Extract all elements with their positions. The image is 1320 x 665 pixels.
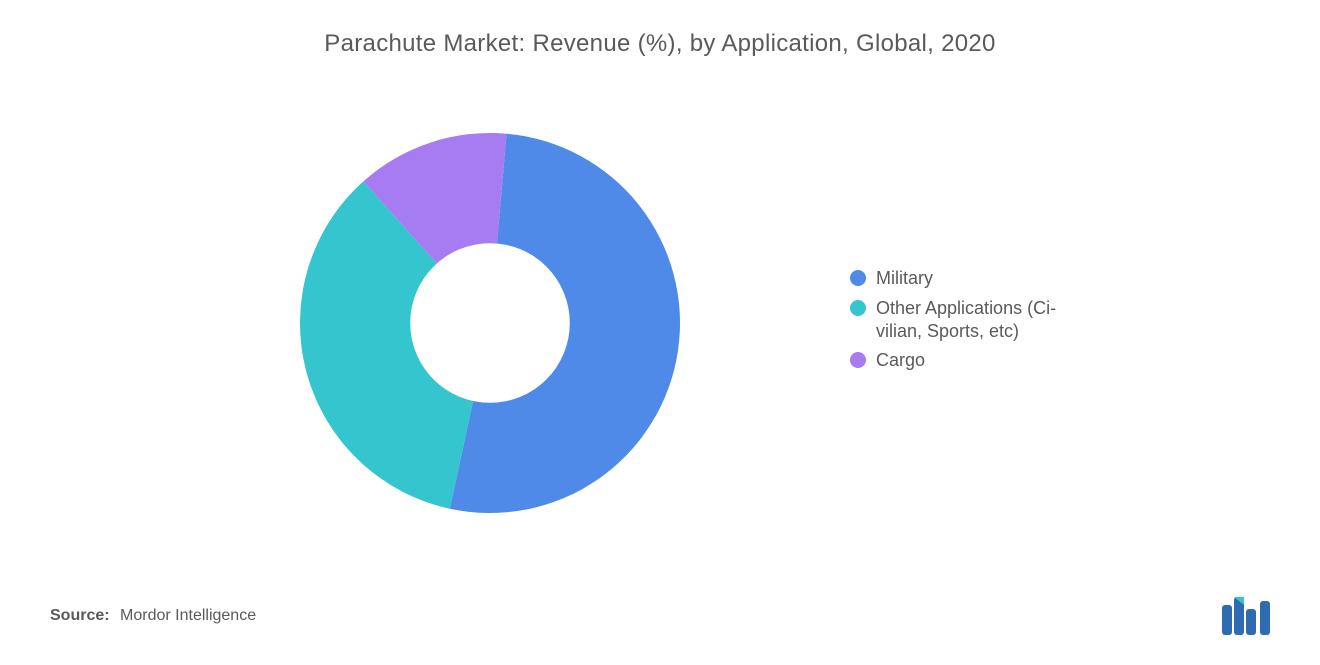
legend-item: Other Applications (Ci-vilian, Sports, e… <box>850 297 1056 344</box>
donut-wrap <box>190 123 790 523</box>
source-row: Source: Mordor Intelligence <box>50 607 256 625</box>
legend-swatch <box>850 300 866 316</box>
source-text: Mordor Intelligence <box>120 607 256 624</box>
legend: Military Other Applications (Ci-vilian, S… <box>850 267 1056 379</box>
chart-row: Military Other Applications (Ci-vilian, S… <box>50 88 1270 558</box>
legend-label: Other Applications (Ci-vilian, Sports, e… <box>876 297 1056 344</box>
chart-title: Parachute Market: Revenue (%), by Applic… <box>50 30 1270 58</box>
legend-label: Cargo <box>876 349 925 372</box>
legend-label: Military <box>876 267 933 290</box>
legend-item: Military <box>850 267 1056 290</box>
donut-chart <box>290 123 690 523</box>
chart-container: Parachute Market: Revenue (%), by Applic… <box>0 0 1320 665</box>
legend-swatch <box>850 352 866 368</box>
legend-item: Cargo <box>850 349 1056 372</box>
brand-logo <box>1220 595 1280 635</box>
source-label: Source: <box>50 607 110 624</box>
legend-swatch <box>850 270 866 286</box>
